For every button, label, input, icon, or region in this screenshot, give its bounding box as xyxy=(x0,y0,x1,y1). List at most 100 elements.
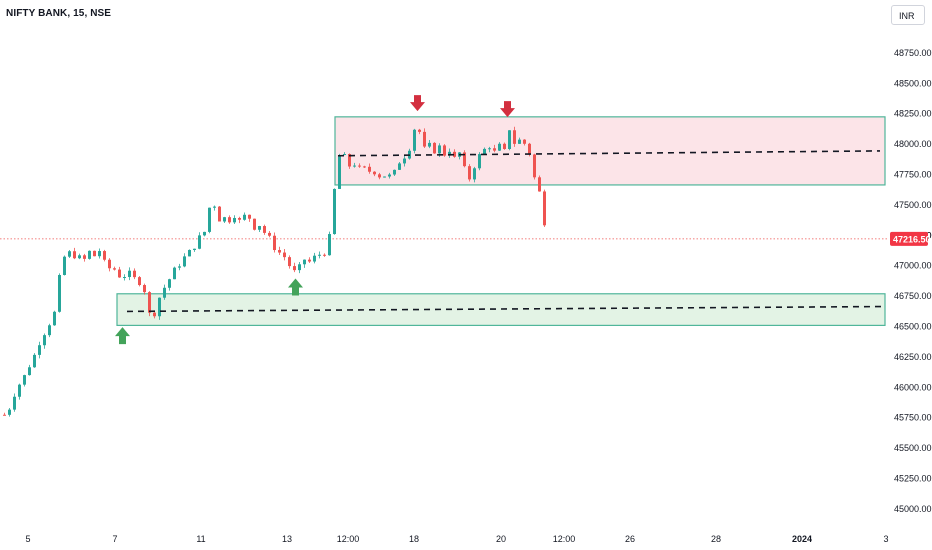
candle-body xyxy=(318,254,321,256)
candle-body xyxy=(518,139,521,144)
y-axis[interactable]: 48750.00 48500.00 48250.00 48000.00 47750.00… xyxy=(894,48,932,514)
candle-body xyxy=(73,251,76,259)
candle-body xyxy=(193,248,196,250)
candle-body xyxy=(263,226,266,233)
candle-body xyxy=(108,259,111,269)
candle-body xyxy=(23,375,26,385)
y-tick-label: 48000.00 xyxy=(894,139,932,149)
candle-body xyxy=(403,158,406,164)
candle-body xyxy=(283,252,286,258)
candle-body xyxy=(393,169,396,175)
candle-body xyxy=(253,218,256,230)
x-tick-label: 2024 xyxy=(792,534,812,544)
trendlines-layer xyxy=(126,150,883,313)
candle-body xyxy=(453,151,456,157)
candle-body xyxy=(468,166,471,180)
candle-body xyxy=(273,235,276,251)
candle-body xyxy=(328,234,331,256)
candle-body xyxy=(303,259,306,265)
candle-body xyxy=(478,154,481,169)
candle-body xyxy=(123,277,126,279)
candle-body xyxy=(533,154,536,178)
candle-body xyxy=(48,325,51,336)
candle-body xyxy=(388,174,391,177)
candle-body xyxy=(148,292,151,313)
candle-body xyxy=(103,251,106,260)
candle-body xyxy=(503,143,506,150)
candle-body xyxy=(33,354,36,368)
candle-body xyxy=(248,214,251,219)
candle-body xyxy=(308,259,311,262)
candle-body xyxy=(333,188,336,235)
y-tick-label: 48250.00 xyxy=(894,109,932,119)
candle-body xyxy=(238,217,241,220)
candle-body xyxy=(8,409,11,415)
candle-body xyxy=(208,207,211,232)
buy-arrow-icon xyxy=(115,327,130,345)
candle-body xyxy=(488,148,491,150)
x-tick-label: 13 xyxy=(282,534,292,544)
candle-body xyxy=(43,335,46,346)
candle-body xyxy=(508,130,511,150)
candle-body xyxy=(483,148,486,155)
y-tick-label: 47500.00 xyxy=(894,200,932,210)
candle-body xyxy=(428,142,431,147)
y-tick-label: 46750.00 xyxy=(894,291,932,301)
candle-body xyxy=(523,139,526,144)
candle-body xyxy=(53,311,56,326)
candle-body xyxy=(498,143,501,151)
candle-body xyxy=(348,154,351,167)
last-price-badge xyxy=(890,231,928,246)
candle-body xyxy=(543,191,546,226)
y-tick-label: 46500.00 xyxy=(894,322,932,332)
candle-body xyxy=(143,285,146,293)
candle-body xyxy=(38,345,41,355)
candle-body xyxy=(128,270,131,278)
candle-body xyxy=(363,166,366,168)
candle-body xyxy=(58,274,61,312)
candle-body xyxy=(423,131,426,147)
candle-body xyxy=(218,206,221,222)
candle-body xyxy=(138,277,141,286)
x-tick-label: 12:00 xyxy=(553,534,576,544)
candle-body xyxy=(538,177,541,192)
y-tick-label: 46000.00 xyxy=(894,382,932,392)
y-tick-label: 45250.00 xyxy=(894,474,932,484)
candle-body xyxy=(118,269,121,278)
y-tick-label: 46250.00 xyxy=(894,352,932,362)
last-price-label: 47216.50 xyxy=(893,234,931,244)
candle-body xyxy=(243,214,246,220)
candle-body xyxy=(228,217,231,223)
currency-button[interactable]: INR xyxy=(891,5,925,25)
candle-body xyxy=(293,266,296,271)
candle-body xyxy=(373,171,376,175)
y-tick-label: 45000.00 xyxy=(894,504,932,514)
candle-body xyxy=(178,266,181,268)
x-axis[interactable]: 5 7 11 13 12:00 18 20 12:00 26 28 2024 3 xyxy=(25,534,888,544)
candle-body xyxy=(133,270,136,278)
candle-body xyxy=(173,267,176,280)
x-tick-label: 26 xyxy=(625,534,635,544)
candle-body xyxy=(98,251,101,257)
candle-body xyxy=(398,163,401,170)
candle-body xyxy=(158,297,161,317)
candle-body xyxy=(378,174,381,178)
candle-body xyxy=(353,165,356,167)
candle-body xyxy=(213,206,216,208)
candle-body xyxy=(338,155,341,189)
candle-body xyxy=(13,396,16,410)
candle-body xyxy=(313,255,316,262)
sell-arrow-icon xyxy=(410,95,425,112)
candle-body xyxy=(28,367,31,376)
candle-body xyxy=(258,226,261,230)
candle-body xyxy=(168,279,171,288)
candle-body xyxy=(513,130,516,144)
markers-layer xyxy=(115,95,515,345)
x-tick-label: 28 xyxy=(711,534,721,544)
candle-body xyxy=(288,257,291,267)
candle-body xyxy=(433,142,436,154)
candle-body xyxy=(198,235,201,249)
candle-body xyxy=(203,231,206,236)
x-tick-label: 18 xyxy=(409,534,419,544)
